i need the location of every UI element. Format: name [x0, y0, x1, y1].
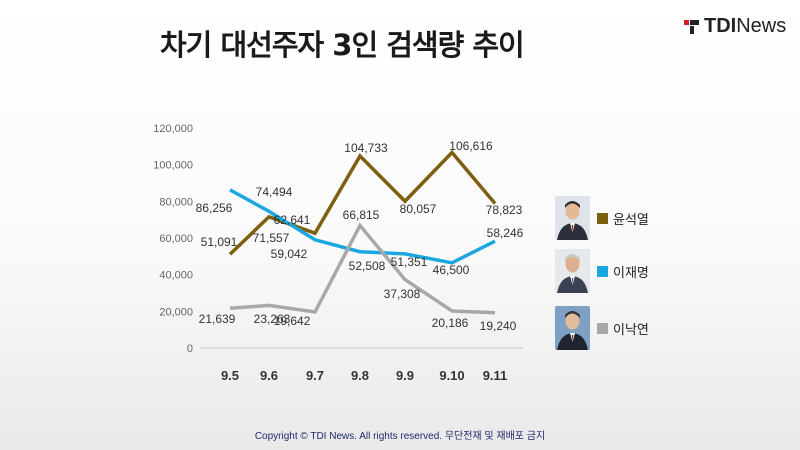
x-tick-label: 9.10 [439, 368, 464, 383]
legend-label: 이재명 [613, 265, 649, 281]
data-label: 71,557 [253, 231, 290, 245]
x-tick-label: 9.5 [221, 368, 239, 383]
data-label: 52,508 [349, 259, 386, 273]
y-tick-label: 120,000 [153, 123, 193, 135]
y-tick-label: 40,000 [159, 270, 193, 282]
copyright-footer: Copyright © TDI News. All rights reserve… [254, 431, 546, 442]
portrait-image [555, 306, 590, 350]
data-label: 51,091 [201, 235, 238, 249]
data-label: 59,042 [271, 247, 308, 261]
legend-label: 윤석열 [613, 212, 649, 228]
legend-label: 이낙연 [613, 322, 649, 338]
y-tick-label: 80,000 [159, 196, 193, 208]
data-label: 106,616 [449, 139, 493, 153]
x-tick-label: 9.7 [306, 368, 324, 383]
legend-item-lee-ny: 이낙연 [555, 306, 649, 350]
y-tick-label: 100,000 [153, 160, 193, 172]
data-label: 78,823 [486, 203, 523, 217]
brand-name-light: News [736, 14, 787, 37]
x-tick-label: 9.6 [260, 368, 278, 383]
data-label: 66,815 [343, 208, 380, 222]
data-label: 58,246 [487, 226, 524, 240]
data-label: 86,256 [196, 201, 233, 215]
legend-item-lee-jm: 이재명 [555, 249, 649, 293]
legend-item-yoon: 윤석열 [555, 196, 649, 240]
x-tick-label: 9.11 [483, 368, 508, 383]
legend-swatch [597, 322, 608, 334]
portrait-image [555, 196, 590, 240]
data-label: 80,057 [400, 202, 437, 216]
x-tick-label: 9.9 [396, 368, 414, 383]
brand-name-bold: TDI [704, 14, 737, 37]
y-tick-label: 0 [187, 343, 193, 355]
data-label: 51,351 [391, 255, 428, 269]
legend-swatch [597, 212, 608, 224]
y-tick-label: 20,000 [159, 306, 193, 318]
data-label: 104,733 [344, 141, 388, 155]
data-label: 21,639 [199, 312, 236, 326]
data-label: 74,494 [256, 185, 293, 199]
data-label: 23,263 [254, 312, 291, 326]
brand-logo: TDINews [684, 14, 786, 38]
data-label: 19,642 [274, 314, 311, 328]
portrait-image [555, 249, 590, 293]
data-label: 19,240 [480, 319, 517, 333]
y-tick-label: 60,000 [159, 233, 193, 245]
brand-mark-icon [684, 18, 700, 34]
x-tick-label: 9.8 [351, 368, 369, 383]
chart-title: 차기 대선주자 3인 검색량 추이 [160, 28, 525, 62]
data-label: 62,641 [274, 213, 311, 227]
data-label: 37,308 [384, 287, 421, 301]
data-label: 20,186 [432, 316, 469, 330]
legend-swatch [597, 265, 608, 277]
data-label: 46,500 [433, 263, 470, 277]
